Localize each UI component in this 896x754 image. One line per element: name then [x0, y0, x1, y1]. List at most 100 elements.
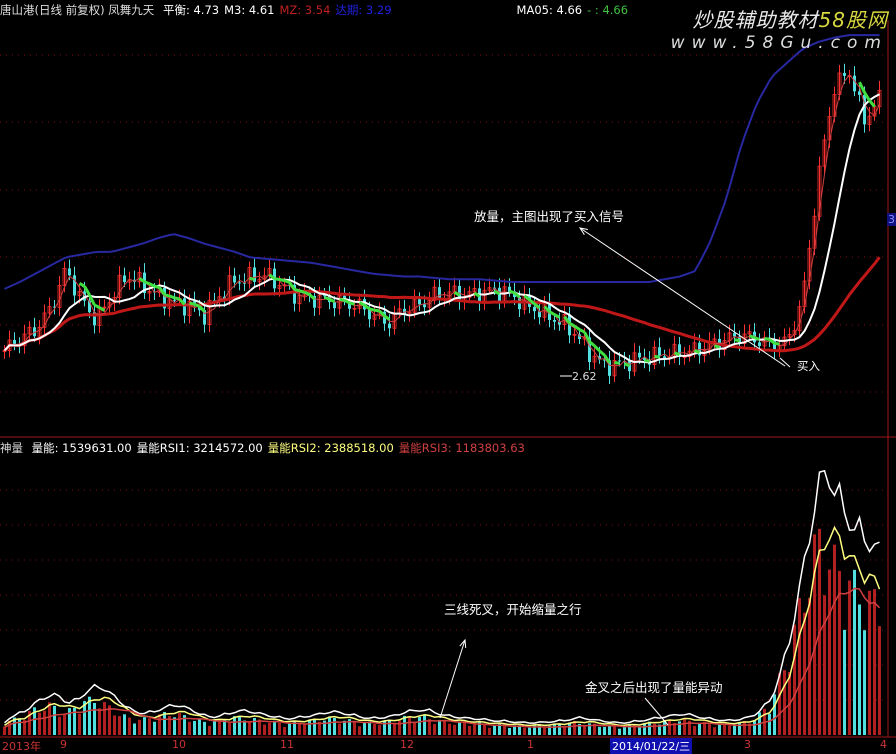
volume-bar: [673, 723, 676, 735]
falling-ma5-segment: [279, 278, 285, 283]
volume-bar: [183, 715, 186, 735]
candle-body: [137, 272, 142, 283]
falling-ma5-segment: [858, 81, 866, 94]
candle-body: [187, 300, 192, 316]
candle-body: [508, 286, 511, 292]
volume-bar: [398, 720, 401, 735]
header-item: MA05: 4.66: [516, 3, 583, 17]
watermark: 炒股辅助教材58股网 www.58Gu.com: [670, 8, 888, 53]
volume-bar: [198, 719, 201, 735]
x-axis-label: 9: [60, 738, 67, 751]
volume-bar: [723, 723, 726, 735]
candle-body: [438, 287, 441, 299]
x-axis-label: 1: [527, 738, 534, 751]
volume-bar: [83, 701, 86, 735]
falling-ma5-segment: [513, 291, 521, 299]
falling-ma5-segment: [563, 315, 571, 325]
falling-ma5-segment: [189, 301, 195, 306]
volume-bar: [543, 727, 546, 735]
falling-ma5-segment: [349, 301, 355, 306]
volume-bar: [418, 716, 421, 735]
volume-bar: [588, 723, 591, 735]
candle-body: [27, 326, 32, 335]
candle-body: [712, 338, 717, 343]
header-item: M3: 4.61: [224, 3, 275, 17]
candle-body: [643, 357, 646, 360]
falling-ma5-segment: [93, 303, 101, 309]
volume-bar: [373, 724, 376, 735]
candle-body: [368, 309, 371, 320]
header-item: 平衡: 4.73: [162, 3, 220, 17]
volume-bar: [693, 725, 696, 735]
volume-bar: [128, 717, 131, 735]
volume-bar: [688, 720, 691, 735]
volume-bar: [368, 721, 371, 735]
volume-bar: [273, 720, 276, 735]
volume-rsi2-line: [4, 525, 881, 727]
x-axis-label: 4: [880, 738, 887, 751]
candle-body: [423, 304, 426, 308]
candle-body: [817, 165, 822, 217]
falling-ma5-segment: [734, 338, 740, 343]
volume-bar: [508, 727, 511, 735]
falling-ma5-segment: [553, 313, 561, 319]
falling-ma5-segment: [508, 289, 516, 295]
volume-bar: [303, 724, 306, 735]
golden-cross-pointer: [644, 697, 669, 726]
candle-body: [352, 307, 357, 310]
candle-body: [608, 360, 611, 376]
volume-bar: [748, 723, 751, 735]
falling-ma5-segment: [598, 349, 606, 357]
volume-bar: [833, 544, 836, 735]
candle-body: [183, 298, 186, 316]
volume-bar: [148, 718, 151, 735]
volume-bar: [483, 723, 486, 735]
candle-body: [147, 291, 152, 294]
volume-bar: [648, 721, 651, 735]
volume-bar: [773, 694, 776, 735]
volume-bar: [238, 715, 241, 735]
volume-bar: [728, 725, 731, 735]
volume-bar: [678, 721, 681, 735]
falling-ma5-segment: [148, 282, 156, 288]
candle-body: [487, 287, 492, 291]
falling-ma5-segment: [343, 298, 351, 305]
volume-bar: [408, 716, 411, 735]
volume-bar: [318, 721, 321, 735]
candle-body: [418, 299, 421, 305]
candle-body: [388, 323, 391, 329]
candle-body: [658, 347, 661, 357]
right-price-label: 3: [887, 213, 896, 226]
volume-bar: [593, 723, 596, 735]
ma10-line: [3, 93, 880, 364]
volume-bar: [268, 722, 271, 735]
falling-ma5-segment: [369, 307, 375, 312]
candle-body: [592, 355, 597, 363]
annotation-low: 2.62: [572, 370, 597, 383]
volume-bar: [103, 702, 106, 735]
x-axis-label: 12: [400, 738, 414, 751]
volume-bar: [523, 727, 526, 735]
volume-bar: [168, 716, 171, 735]
volume-rsi3-line: [4, 587, 881, 729]
candle-body: [62, 268, 67, 286]
volume-bar: [143, 717, 146, 735]
volume-bar: [228, 722, 231, 735]
buy-signal-arrow: [579, 227, 786, 367]
falling-ma5-segment: [623, 362, 631, 368]
candle-body: [73, 275, 76, 296]
volume-bar: [68, 708, 71, 735]
volume-bar: [23, 720, 26, 735]
candle-body: [698, 342, 701, 356]
volume-bar: [53, 705, 56, 735]
volume-bar: [48, 702, 51, 735]
candle-body: [787, 334, 792, 338]
buy-pointer: [779, 357, 791, 368]
volume-bar: [478, 722, 481, 735]
volume-bar: [13, 717, 16, 735]
falling-ma5-segment: [614, 360, 620, 365]
volume-bar: [533, 725, 536, 735]
candle-body: [758, 342, 761, 347]
volume-bar: [553, 723, 556, 735]
volume-bar: [298, 722, 301, 735]
